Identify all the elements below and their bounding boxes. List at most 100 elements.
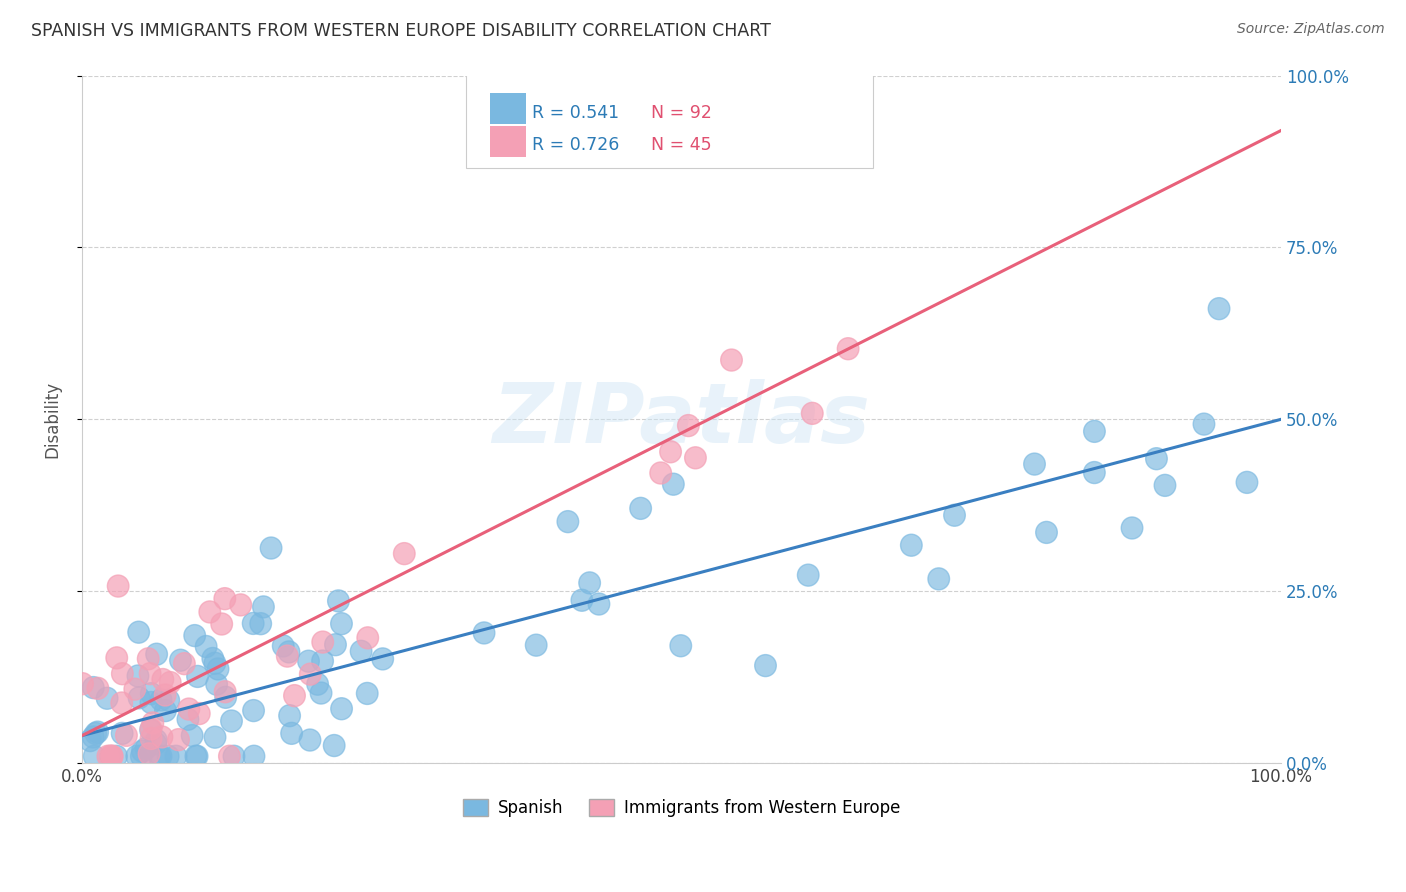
Ellipse shape	[284, 685, 305, 706]
Ellipse shape	[141, 728, 162, 749]
Ellipse shape	[801, 402, 823, 425]
Ellipse shape	[105, 647, 128, 669]
Ellipse shape	[79, 730, 101, 752]
Text: Source: ZipAtlas.com: Source: ZipAtlas.com	[1237, 22, 1385, 37]
Ellipse shape	[1236, 471, 1258, 493]
Ellipse shape	[211, 613, 232, 635]
Ellipse shape	[152, 668, 173, 690]
Ellipse shape	[253, 596, 274, 618]
Text: SPANISH VS IMMIGRANTS FROM WESTERN EUROPE DISABILITY CORRELATION CHART: SPANISH VS IMMIGRANTS FROM WESTERN EUROP…	[31, 22, 770, 40]
Ellipse shape	[311, 682, 332, 704]
Ellipse shape	[139, 719, 162, 741]
Ellipse shape	[312, 650, 333, 672]
Ellipse shape	[281, 723, 302, 744]
Ellipse shape	[202, 648, 224, 670]
Ellipse shape	[87, 677, 108, 699]
Ellipse shape	[159, 672, 181, 694]
Ellipse shape	[128, 621, 149, 643]
Ellipse shape	[330, 698, 353, 720]
Ellipse shape	[1084, 461, 1105, 483]
Legend: Spanish, Immigrants from Western Europe: Spanish, Immigrants from Western Europe	[457, 792, 907, 823]
Text: N = 45: N = 45	[651, 136, 711, 154]
Ellipse shape	[101, 745, 122, 767]
Ellipse shape	[215, 686, 236, 708]
Ellipse shape	[1024, 453, 1045, 475]
Ellipse shape	[146, 643, 167, 665]
Ellipse shape	[214, 588, 236, 609]
Ellipse shape	[659, 441, 682, 463]
Ellipse shape	[588, 593, 610, 615]
Ellipse shape	[273, 635, 294, 657]
Ellipse shape	[138, 648, 159, 670]
Ellipse shape	[173, 653, 195, 674]
Ellipse shape	[1146, 448, 1167, 470]
Ellipse shape	[188, 703, 209, 724]
Ellipse shape	[128, 687, 150, 709]
Ellipse shape	[1208, 298, 1230, 319]
Ellipse shape	[299, 663, 321, 685]
Ellipse shape	[557, 510, 579, 533]
Ellipse shape	[662, 473, 685, 495]
Text: R = 0.726: R = 0.726	[531, 136, 619, 154]
Ellipse shape	[278, 705, 301, 727]
Ellipse shape	[231, 594, 252, 615]
Ellipse shape	[928, 568, 949, 590]
Ellipse shape	[214, 681, 236, 703]
Ellipse shape	[141, 682, 162, 705]
Ellipse shape	[142, 712, 163, 734]
Ellipse shape	[277, 645, 298, 667]
Ellipse shape	[150, 689, 172, 711]
Ellipse shape	[115, 724, 138, 747]
Ellipse shape	[250, 613, 271, 635]
Text: N = 92: N = 92	[651, 104, 713, 122]
Ellipse shape	[312, 631, 333, 653]
Ellipse shape	[141, 691, 162, 714]
Ellipse shape	[755, 655, 776, 677]
Ellipse shape	[242, 613, 264, 634]
Ellipse shape	[146, 730, 167, 751]
Ellipse shape	[307, 673, 329, 695]
Ellipse shape	[325, 633, 346, 656]
Ellipse shape	[526, 634, 547, 657]
Ellipse shape	[350, 640, 373, 663]
Ellipse shape	[186, 745, 207, 767]
Ellipse shape	[901, 534, 922, 557]
Ellipse shape	[157, 745, 179, 767]
Ellipse shape	[72, 673, 93, 695]
Ellipse shape	[141, 718, 162, 739]
Ellipse shape	[105, 745, 128, 767]
Ellipse shape	[205, 673, 228, 695]
Ellipse shape	[84, 723, 107, 745]
Ellipse shape	[100, 745, 121, 767]
Ellipse shape	[83, 726, 104, 748]
Ellipse shape	[630, 498, 651, 519]
Ellipse shape	[394, 542, 415, 565]
Y-axis label: Disability: Disability	[44, 381, 60, 458]
Ellipse shape	[145, 732, 166, 755]
Ellipse shape	[1084, 420, 1105, 442]
Ellipse shape	[139, 663, 160, 685]
Ellipse shape	[127, 665, 149, 687]
Ellipse shape	[187, 745, 208, 767]
Ellipse shape	[124, 678, 146, 700]
Ellipse shape	[150, 745, 172, 767]
Ellipse shape	[167, 729, 190, 751]
Ellipse shape	[131, 745, 152, 767]
Ellipse shape	[87, 721, 108, 743]
Ellipse shape	[298, 650, 319, 673]
Ellipse shape	[204, 652, 226, 674]
Ellipse shape	[1154, 475, 1175, 496]
Ellipse shape	[1121, 517, 1143, 539]
Ellipse shape	[111, 723, 134, 745]
FancyBboxPatch shape	[489, 93, 526, 124]
Ellipse shape	[943, 504, 966, 526]
Ellipse shape	[1036, 522, 1057, 543]
Ellipse shape	[579, 572, 600, 594]
Ellipse shape	[184, 624, 205, 647]
Ellipse shape	[195, 635, 217, 657]
Ellipse shape	[97, 745, 118, 767]
Ellipse shape	[650, 462, 672, 484]
FancyBboxPatch shape	[465, 65, 873, 169]
Ellipse shape	[278, 641, 299, 663]
Ellipse shape	[179, 698, 200, 720]
